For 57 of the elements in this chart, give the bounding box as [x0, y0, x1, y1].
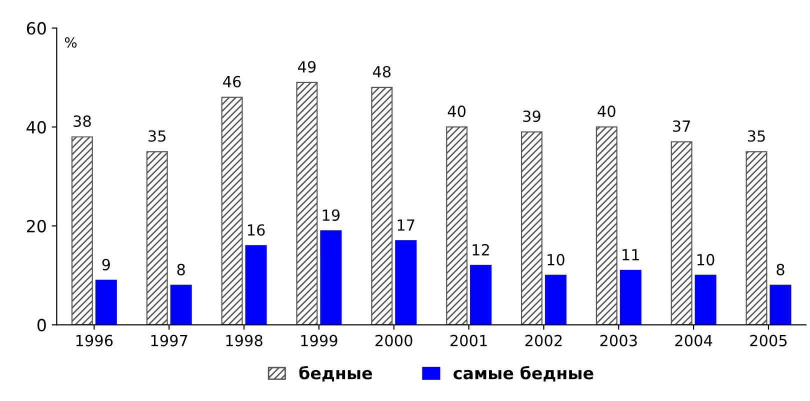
- x-tick-label: 2002: [525, 334, 562, 346]
- bar: [620, 270, 642, 325]
- y-tick-label: 20: [26, 220, 46, 232]
- bar: [470, 264, 492, 325]
- x-tick-label: 1999: [301, 334, 338, 346]
- data-label: 40: [448, 106, 466, 118]
- x-tick-label: 1998: [226, 334, 262, 346]
- legend-label: бедные: [299, 366, 372, 382]
- bar: [520, 131, 542, 325]
- x-tick-label: 2000: [376, 334, 412, 346]
- bar: [694, 274, 716, 325]
- data-label: 8: [776, 264, 784, 276]
- bar: [146, 151, 168, 325]
- data-label: 8: [177, 264, 185, 276]
- bar: [670, 141, 692, 325]
- x-tick-label: 2003: [600, 334, 637, 346]
- data-label: 46: [223, 76, 241, 88]
- data-label: 48: [372, 66, 391, 78]
- bar: [95, 280, 117, 325]
- bar: [446, 126, 468, 325]
- bar: [221, 96, 243, 325]
- legend-label: самые бедные: [454, 366, 594, 382]
- data-label: 40: [598, 106, 616, 118]
- bar: [395, 240, 417, 325]
- data-label: 38: [74, 115, 91, 127]
- data-label: 17: [398, 219, 414, 231]
- bar: [71, 136, 93, 325]
- bar: [596, 126, 618, 325]
- data-label: 10: [548, 254, 564, 266]
- data-label: 35: [748, 130, 765, 142]
- bar: [746, 151, 768, 325]
- data-label: 11: [622, 249, 639, 260]
- bar: [170, 284, 192, 325]
- data-label: 9: [102, 258, 110, 270]
- data-label: 16: [248, 224, 265, 236]
- bar: [320, 230, 342, 325]
- data-label: 10: [698, 254, 714, 266]
- x-tick-label: 1997: [151, 334, 188, 346]
- x-tick-label: 2001: [450, 334, 487, 346]
- y-tick-label: 40: [26, 120, 46, 134]
- y-tick-label: 60: [26, 22, 46, 35]
- x-tick-label: 2004: [675, 334, 712, 346]
- annotation: %: [64, 37, 77, 48]
- data-label: 49: [298, 61, 316, 73]
- bar: [770, 284, 792, 325]
- data-label: 37: [673, 120, 690, 132]
- data-label: 39: [523, 110, 540, 122]
- bar: [371, 86, 393, 325]
- bar: [544, 274, 566, 325]
- bar: [296, 82, 318, 325]
- y-tick-label: 0: [37, 318, 46, 332]
- x-tick-label: 1996: [76, 334, 113, 346]
- data-label: 12: [472, 244, 489, 256]
- x-tick-label: 2005: [750, 334, 787, 346]
- bar: [245, 245, 267, 325]
- data-label: 19: [322, 209, 340, 221]
- data-label: 35: [148, 130, 166, 142]
